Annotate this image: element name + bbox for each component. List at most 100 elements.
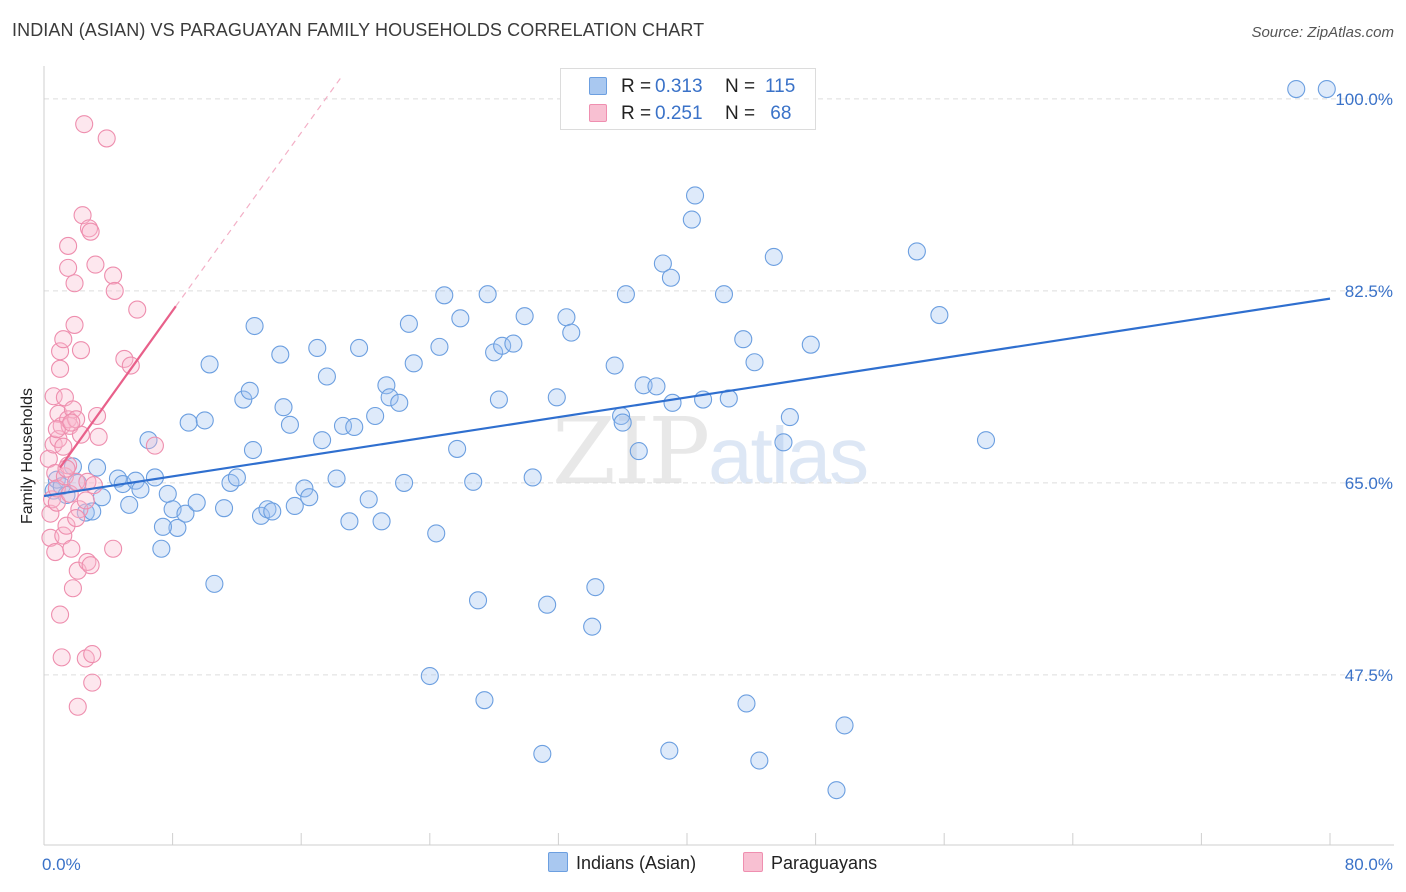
series-paraguayans	[39, 115, 164, 716]
data-point	[489, 390, 508, 409]
data-point	[653, 254, 672, 273]
data-point	[81, 222, 100, 241]
data-point	[65, 315, 84, 334]
data-point	[547, 388, 566, 407]
chart-title: INDIAN (ASIAN) VS PARAGUAYAN FAMILY HOUS…	[12, 20, 705, 40]
data-point	[52, 648, 71, 667]
data-point	[176, 504, 195, 523]
data-point	[661, 268, 680, 287]
data-point	[372, 512, 391, 531]
data-point	[243, 440, 263, 460]
data-point	[685, 186, 705, 205]
data-point	[395, 473, 414, 492]
data-point	[51, 342, 70, 361]
data-point	[145, 436, 164, 455]
x-tick-label: 0.0%	[42, 855, 81, 874]
data-point	[605, 356, 624, 375]
data-point	[801, 335, 820, 354]
data-point	[583, 617, 602, 636]
data-point	[131, 480, 150, 499]
trend-layer	[43, 76, 1331, 498]
bottom-legend-paraguayans: Paraguayans	[743, 852, 877, 874]
data-point	[660, 741, 679, 760]
data-point	[46, 543, 65, 562]
data-point	[613, 413, 632, 432]
correlation-legend: R = 0.313 N = 115 R = 0.251 N = 68	[560, 68, 816, 130]
data-point	[468, 591, 488, 610]
y-tick-label: 47.5%	[1345, 666, 1393, 685]
data-point	[187, 493, 206, 512]
data-point	[81, 556, 100, 575]
data-point	[780, 408, 799, 427]
data-point	[195, 411, 214, 430]
data-point	[420, 666, 439, 686]
data-point	[764, 247, 783, 266]
data-point	[377, 376, 396, 395]
data-point	[62, 413, 81, 432]
data-point	[976, 431, 996, 450]
data-point	[774, 433, 793, 452]
data-point	[152, 539, 171, 558]
data-point	[359, 490, 378, 509]
bottom-legend-label-paraguayans: Paraguayans	[771, 853, 878, 873]
legend-swatch-paraguayans	[589, 104, 607, 122]
data-point	[89, 427, 108, 446]
data-point	[258, 500, 277, 519]
data-point	[745, 353, 764, 372]
data-point	[51, 359, 70, 378]
data-point	[533, 744, 552, 763]
data-point	[214, 499, 234, 518]
y-axis-title: Family Households	[19, 387, 36, 525]
data-point	[523, 468, 542, 487]
data-point	[240, 381, 259, 400]
data-point	[907, 242, 926, 261]
data-point	[734, 330, 753, 349]
trend-line-paraguayans	[59, 305, 177, 469]
data-point	[83, 645, 102, 664]
data-point	[515, 307, 534, 326]
data-point	[430, 337, 449, 356]
data-point	[108, 469, 127, 488]
data-point	[1317, 79, 1336, 99]
data-point	[65, 274, 84, 293]
data-point	[63, 579, 82, 598]
legend-n-label: N =	[725, 103, 756, 124]
data-point	[750, 751, 769, 770]
data-point	[504, 334, 523, 353]
data-point	[87, 458, 107, 477]
data-point	[104, 266, 123, 285]
data-point	[835, 716, 854, 735]
data-point	[245, 316, 264, 336]
data-point	[73, 206, 92, 225]
data-point	[285, 496, 304, 516]
data-point	[682, 210, 701, 229]
data-point	[105, 281, 124, 300]
data-point	[737, 694, 756, 713]
series-indians-asian	[44, 79, 1336, 800]
data-point	[366, 406, 385, 426]
bottom-legend-label-indians: Indians (Asian)	[576, 853, 697, 873]
data-point	[557, 308, 576, 327]
data-point	[104, 539, 123, 558]
legend-n-value: 115	[765, 76, 796, 97]
data-point	[435, 286, 454, 305]
data-point	[300, 488, 319, 507]
x-tick-label: 80.0%	[1345, 855, 1393, 874]
data-point	[663, 393, 682, 412]
legend-r-value: 0.313	[655, 76, 703, 97]
data-point	[464, 472, 483, 491]
data-point	[179, 413, 198, 432]
data-point	[313, 431, 332, 450]
data-point	[97, 129, 116, 148]
bottom-legend-indians: Indians (Asian)	[548, 852, 696, 874]
y-tick-label: 100.0%	[1335, 90, 1393, 109]
data-point	[153, 517, 173, 536]
data-point	[274, 398, 293, 417]
data-point	[1287, 79, 1306, 99]
data-point	[86, 255, 105, 274]
data-point	[158, 484, 177, 503]
axis-layer	[43, 66, 1394, 846]
data-point	[350, 338, 369, 358]
data-point	[345, 417, 364, 437]
